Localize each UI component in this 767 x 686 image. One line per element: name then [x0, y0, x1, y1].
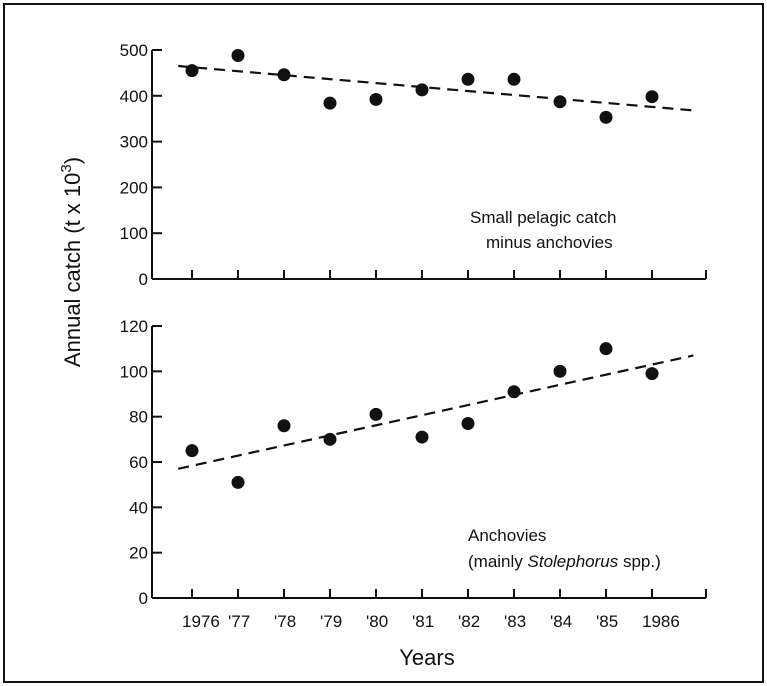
top-y-tick-label: 200 — [120, 178, 148, 197]
x-tick-label: '85 — [596, 612, 618, 631]
bottom-annotation-line1: Anchovies — [468, 526, 546, 545]
bot-y-tick-label: 60 — [129, 453, 148, 472]
top-data-point — [231, 48, 245, 62]
top-trend-line — [178, 64, 694, 112]
bot-data-point — [277, 419, 291, 433]
top-panel: 0 100 200 300 400 500 Small pelagic catch min… — [120, 41, 707, 289]
y-axis-title-exponent: 3 — [58, 164, 75, 172]
bot-y-tick-label: 40 — [129, 498, 148, 517]
top-annotation-line2: minus anchovies — [486, 233, 613, 252]
x-tick-label: '82 — [458, 612, 480, 631]
top-y-tick-label: 100 — [120, 224, 148, 243]
bot-data-point — [507, 385, 521, 399]
top-y-tick-label: 400 — [120, 87, 148, 106]
top-data-point — [599, 110, 613, 124]
x-tick-labels: 1976 '77 '78 '79 '80 '81 '82 '83 '84 '85 1986 — [182, 612, 680, 631]
bot-data-point — [599, 342, 613, 356]
top-data-point — [369, 92, 383, 106]
top-y-tick-label: 500 — [120, 41, 148, 60]
x-tick-label: '83 — [504, 612, 526, 631]
bot-data-point — [553, 364, 567, 378]
top-y-ticks: 0 100 200 300 400 500 — [120, 41, 162, 289]
bot-data-point — [323, 432, 337, 446]
top-data-point — [277, 68, 291, 82]
bottom-x-ticks — [191, 589, 707, 598]
x-axis-title: Years — [399, 645, 454, 670]
bot-y-tick-label: 120 — [120, 317, 148, 336]
bot-data-point — [185, 444, 199, 458]
top-y-tick-label: 0 — [139, 270, 148, 289]
y-axis-title: Annual catch (t x 103) — [58, 157, 85, 367]
x-tick-label: 1986 — [642, 612, 680, 631]
top-x-ticks — [191, 270, 707, 279]
x-tick-label: '84 — [550, 612, 572, 631]
figure-frame — [3, 3, 764, 683]
bottom-annotation-line2: (mainly Stolephorus spp.) — [468, 552, 661, 571]
top-data-point — [553, 95, 567, 109]
top-data-point — [185, 64, 199, 78]
top-annotation-line1: Small pelagic catch — [470, 208, 616, 227]
bottom-annotation-species: Stolephorus — [528, 552, 619, 571]
bot-y-tick-label: 0 — [139, 589, 148, 608]
x-tick-label: '77 — [228, 612, 250, 631]
top-data-point — [645, 90, 659, 104]
bottom-annotation-prefix: (mainly — [468, 552, 528, 571]
bottom-trend-line — [177, 354, 694, 470]
top-data-point — [507, 72, 521, 86]
top-data-point — [323, 96, 337, 110]
bot-data-point — [415, 430, 429, 444]
bot-data-point — [645, 367, 659, 381]
y-axis-title-text: Annual catch (t x 10 — [60, 173, 85, 367]
bot-y-tick-label: 20 — [129, 544, 148, 563]
bot-data-point — [231, 475, 245, 489]
top-data-point — [415, 83, 429, 97]
x-tick-label: '80 — [366, 612, 388, 631]
bottom-annotation-suffix: spp.) — [618, 552, 661, 571]
x-tick-label: '81 — [412, 612, 434, 631]
bottom-data-points — [185, 342, 659, 489]
bot-y-tick-label: 100 — [120, 362, 148, 381]
x-tick-label: '78 — [274, 612, 296, 631]
bot-data-point — [461, 416, 475, 430]
bottom-y-ticks: 0 20 40 60 80 100 120 — [120, 317, 162, 608]
x-tick-label: '79 — [320, 612, 342, 631]
x-tick-label: 1976 — [182, 612, 220, 631]
bot-y-tick-label: 80 — [129, 408, 148, 427]
bot-data-point — [369, 407, 383, 421]
top-data-point — [461, 72, 475, 86]
top-data-points — [185, 48, 659, 124]
top-y-tick-label: 300 — [120, 133, 148, 152]
bottom-panel: 0 20 40 60 80 100 120 Anchovies (mainly Stolep… — [120, 317, 707, 608]
y-axis-title-close: ) — [60, 157, 85, 164]
